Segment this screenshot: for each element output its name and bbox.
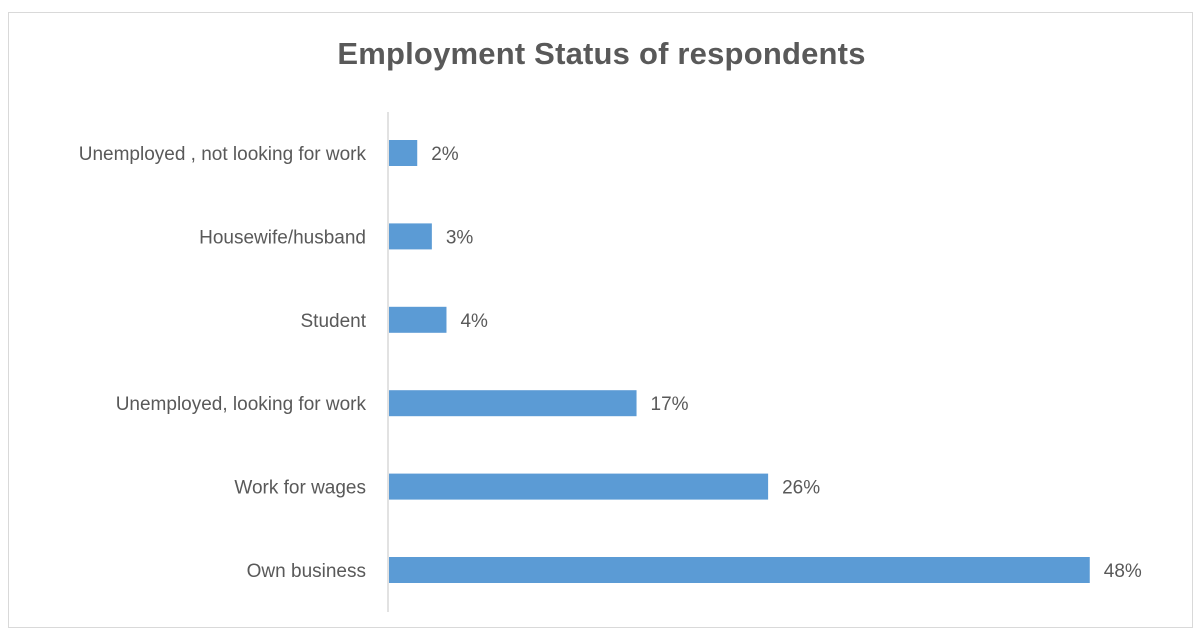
chart-title: Employment Status of respondents	[337, 36, 866, 71]
data-label: 48%	[1104, 561, 1142, 582]
data-label: 4%	[460, 311, 488, 332]
data-label: 17%	[651, 394, 689, 415]
category-label: Unemployed, looking for work	[116, 394, 367, 415]
category-label: Student	[301, 311, 367, 332]
bar	[389, 390, 637, 417]
bars-layer	[389, 140, 1090, 583]
chart-area	[8, 12, 1193, 628]
category-label: Work for wages	[234, 478, 366, 499]
category-label: Unemployed , not looking for work	[79, 144, 367, 165]
labels-layer: Unemployed , not looking for work 2% House…	[79, 144, 1142, 582]
bar	[389, 140, 418, 166]
bar	[389, 306, 447, 333]
data-label: 3%	[446, 227, 474, 248]
category-label: Housewife/husband	[199, 227, 366, 248]
category-label: Own business	[247, 561, 366, 582]
bar	[389, 473, 769, 500]
data-label: 26%	[782, 478, 820, 499]
bar	[389, 223, 432, 250]
bar	[389, 557, 1090, 583]
data-label: 2%	[431, 144, 459, 165]
